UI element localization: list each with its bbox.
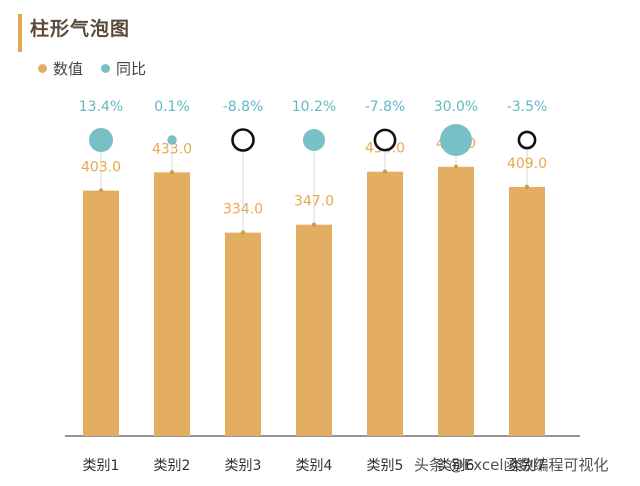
bar-2 — [154, 172, 190, 436]
title-accent-bar — [18, 14, 22, 52]
chart-title: 柱形气泡图 — [30, 18, 131, 40]
bar-top-marker-1 — [98, 188, 104, 193]
category-label-4: 类别4 — [296, 458, 333, 474]
bar-top-marker-2 — [169, 170, 175, 175]
bar-value-label-1: 403.0 — [81, 160, 121, 176]
yoy-label-7: -3.5% — [507, 99, 548, 115]
category-label-7: 类别7 — [509, 458, 546, 474]
yoy-label-5: -7.8% — [365, 99, 406, 115]
bar-1 — [83, 190, 119, 436]
bar-value-label-2: 433.0 — [152, 141, 192, 157]
yoy-bubble-1 — [88, 127, 114, 153]
legend-swatch-value — [38, 64, 47, 73]
yoy-bubble-2 — [167, 135, 177, 145]
bar-6 — [438, 166, 474, 436]
yoy-bubble-7 — [517, 130, 537, 150]
bar-top-marker-6 — [453, 164, 459, 170]
yoy-bubble-5 — [373, 128, 397, 152]
bar-value-label-4: 347.0 — [294, 194, 334, 210]
yoy-bubble-3 — [231, 128, 255, 152]
legend-item-value: 数值 — [38, 58, 83, 79]
bar-top-marker-4 — [311, 222, 317, 227]
bar-value-label-7: 409.0 — [507, 156, 547, 172]
bar-value-label-3: 334.0 — [223, 202, 263, 218]
bar-7 — [509, 186, 545, 436]
yoy-label-2: 0.1% — [154, 99, 190, 115]
category-label-2: 类别2 — [154, 458, 191, 474]
category-label-3: 类别3 — [225, 458, 262, 474]
yoy-bubble-4 — [303, 129, 325, 151]
legend-label-value: 数值 — [53, 60, 84, 78]
bar-5 — [367, 171, 403, 436]
bar-top-marker-3 — [240, 230, 246, 235]
yoy-bubble-6 — [440, 124, 472, 156]
yoy-label-3: -8.8% — [223, 99, 264, 115]
yoy-label-4: 10.2% — [292, 99, 336, 115]
category-label-5: 类别5 — [367, 458, 404, 474]
category-label-6: 类别6 — [438, 458, 475, 474]
bar-top-marker-5 — [382, 169, 388, 174]
yoy-label-6: 30.0% — [434, 99, 478, 115]
watermark: 头条 @Excel函数编程可视化 — [414, 456, 609, 474]
legend-item-yoy: 同比 — [101, 58, 146, 79]
bar-3 — [225, 232, 261, 436]
legend-label-yoy: 同比 — [116, 60, 147, 78]
bar-top-marker-7 — [524, 184, 530, 190]
yoy-label-1: 13.4% — [79, 99, 123, 115]
legend: 数值 同比 — [38, 58, 164, 79]
legend-swatch-yoy — [101, 64, 111, 73]
bar-4 — [296, 224, 332, 436]
category-label-1: 类别1 — [83, 458, 120, 474]
